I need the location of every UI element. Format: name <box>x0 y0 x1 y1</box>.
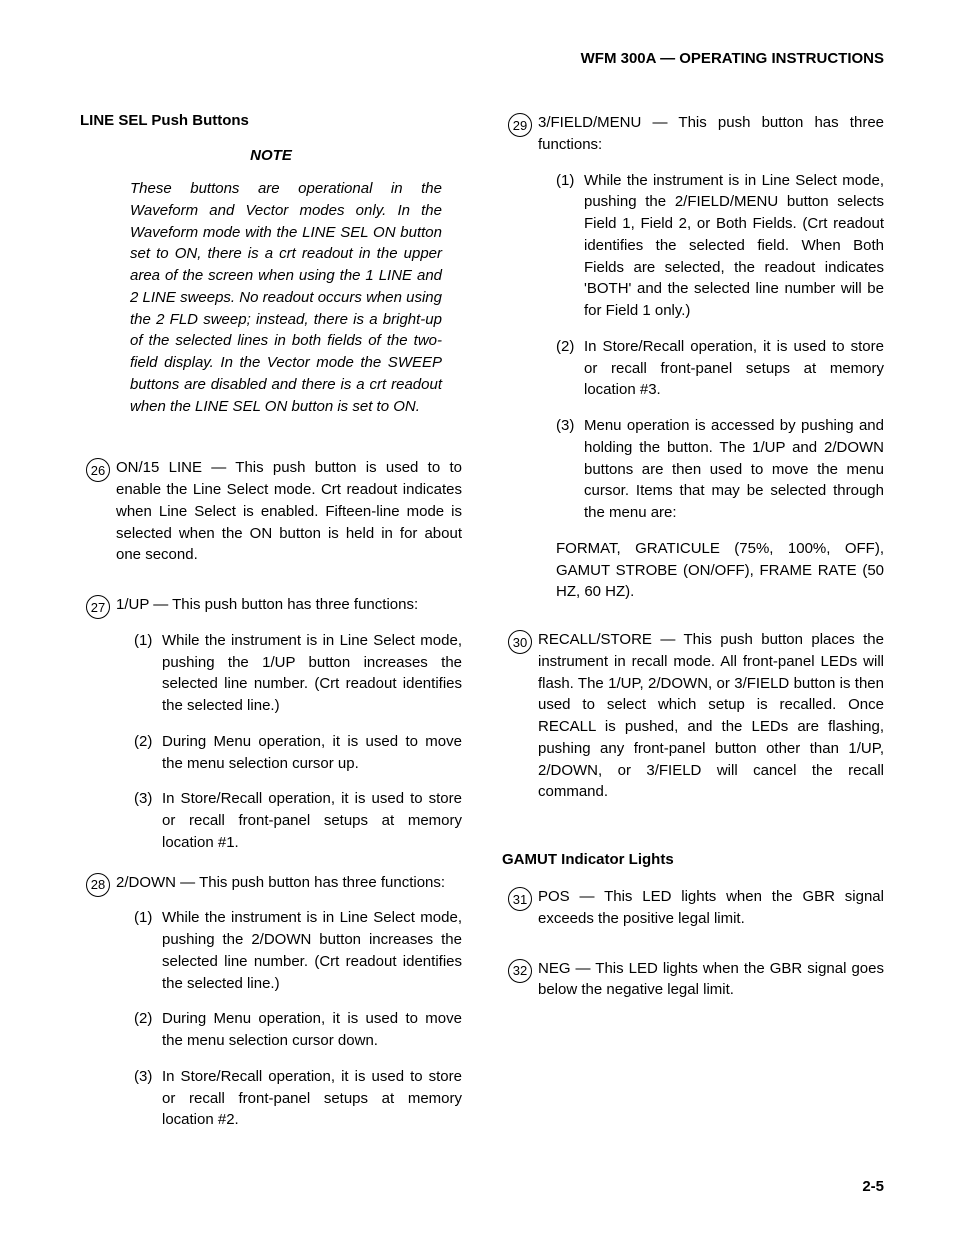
circled-number: 32 <box>508 959 532 983</box>
subitem: (2) In Store/Recall operation, it is use… <box>556 336 884 401</box>
subitem-text: During Menu operation, it is used to mov… <box>162 1008 462 1052</box>
subitem: (2) During Menu operation, it is used to… <box>134 1008 462 1052</box>
subitem-text: While the instrument is in Line Select m… <box>162 907 462 994</box>
item-marker: 29 <box>502 112 538 603</box>
sublist: (1) While the instrument is in Line Sele… <box>538 170 884 524</box>
item-lead: 2/DOWN — This push button has three func… <box>116 874 445 891</box>
item-30: 30 RECALL/STORE — This push button place… <box>502 629 884 803</box>
subitem: (3) Menu operation is accessed by pushin… <box>556 415 884 524</box>
item-body: RECALL/STORE — This push button places t… <box>538 629 884 803</box>
subitem: (1) While the instrument is in Line Sele… <box>556 170 884 322</box>
subitem-text: Menu operation is accessed by pushing an… <box>584 415 884 524</box>
item-marker: 31 <box>502 886 538 930</box>
item-lead: 1/UP — This push button has three functi… <box>116 596 418 613</box>
right-column: 29 3/FIELD/MENU — This push button has t… <box>502 112 884 1159</box>
section-title-line-sel: LINE SEL Push Buttons <box>80 112 462 129</box>
item-marker: 26 <box>80 457 116 566</box>
subitem-number: (3) <box>556 415 584 524</box>
item-body: 2/DOWN — This push button has three func… <box>116 872 462 1132</box>
item-body: ON/15 LINE — This push button is used to… <box>116 457 462 566</box>
item-31: 31 POS — This LED lights when the GBR si… <box>502 886 884 930</box>
subitem-number: (1) <box>134 907 162 994</box>
subitem-number: (1) <box>556 170 584 322</box>
item-body: NEG — This LED lights when the GBR signa… <box>538 958 884 1002</box>
note-label: NOTE <box>80 147 462 164</box>
page-header: WFM 300A — OPERATING INSTRUCTIONS <box>80 50 884 67</box>
manual-page: WFM 300A — OPERATING INSTRUCTIONS LINE S… <box>0 0 954 1235</box>
item-body: POS — This LED lights when the GBR signa… <box>538 886 884 930</box>
column-layout: LINE SEL Push Buttons NOTE These buttons… <box>80 112 884 1159</box>
subitem: (3) In Store/Recall operation, it is use… <box>134 788 462 853</box>
circled-number: 27 <box>86 595 110 619</box>
circled-number: 29 <box>508 113 532 137</box>
subitem: (3) In Store/Recall operation, it is use… <box>134 1066 462 1131</box>
subitem: (1) While the instrument is in Line Sele… <box>134 630 462 717</box>
subitem-text: In Store/Recall operation, it is used to… <box>162 788 462 853</box>
subitem: (2) During Menu operation, it is used to… <box>134 731 462 775</box>
item-body: 3/FIELD/MENU — This push button has thre… <box>538 112 884 603</box>
section-title-gamut: GAMUT Indicator Lights <box>502 851 884 868</box>
item-marker: 32 <box>502 958 538 1002</box>
circled-number: 28 <box>86 873 110 897</box>
circled-number: 26 <box>86 458 110 482</box>
subitem-number: (1) <box>134 630 162 717</box>
item-lead: 3/FIELD/MENU — This push button has thre… <box>538 114 884 153</box>
item-marker: 27 <box>80 594 116 854</box>
circled-number: 30 <box>508 630 532 654</box>
item-body: 1/UP — This push button has three functi… <box>116 594 462 854</box>
subitem-text: In Store/Recall operation, it is used to… <box>162 1066 462 1131</box>
subitem-number: (3) <box>134 788 162 853</box>
item-32: 32 NEG — This LED lights when the GBR si… <box>502 958 884 1002</box>
sublist: (1) While the instrument is in Line Sele… <box>116 630 462 854</box>
subitem-text: During Menu operation, it is used to mov… <box>162 731 462 775</box>
item-marker: 30 <box>502 629 538 803</box>
subitem-number: (3) <box>134 1066 162 1131</box>
item-28: 28 2/DOWN — This push button has three f… <box>80 872 462 1132</box>
item-marker: 28 <box>80 872 116 1132</box>
item-27: 27 1/UP — This push button has three fun… <box>80 594 462 854</box>
subitem-number: (2) <box>556 336 584 401</box>
subitem-text: While the instrument is in Line Select m… <box>584 170 884 322</box>
circled-number: 31 <box>508 887 532 911</box>
item-26: 26 ON/15 LINE — This push button is used… <box>80 457 462 566</box>
item-29: 29 3/FIELD/MENU — This push button has t… <box>502 112 884 603</box>
subitem: (1) While the instrument is in Line Sele… <box>134 907 462 994</box>
subitem-text: While the instrument is in Line Select m… <box>162 630 462 717</box>
note-body: These buttons are operational in the Wav… <box>130 178 442 417</box>
page-number: 2-5 <box>862 1178 884 1195</box>
subitem-number: (2) <box>134 1008 162 1052</box>
left-column: LINE SEL Push Buttons NOTE These buttons… <box>80 112 462 1159</box>
item-trailing: FORMAT, GRATICULE (75%, 100%, OFF), GAMU… <box>556 538 884 603</box>
subitem-text: In Store/Recall operation, it is used to… <box>584 336 884 401</box>
subitem-number: (2) <box>134 731 162 775</box>
sublist: (1) While the instrument is in Line Sele… <box>116 907 462 1131</box>
